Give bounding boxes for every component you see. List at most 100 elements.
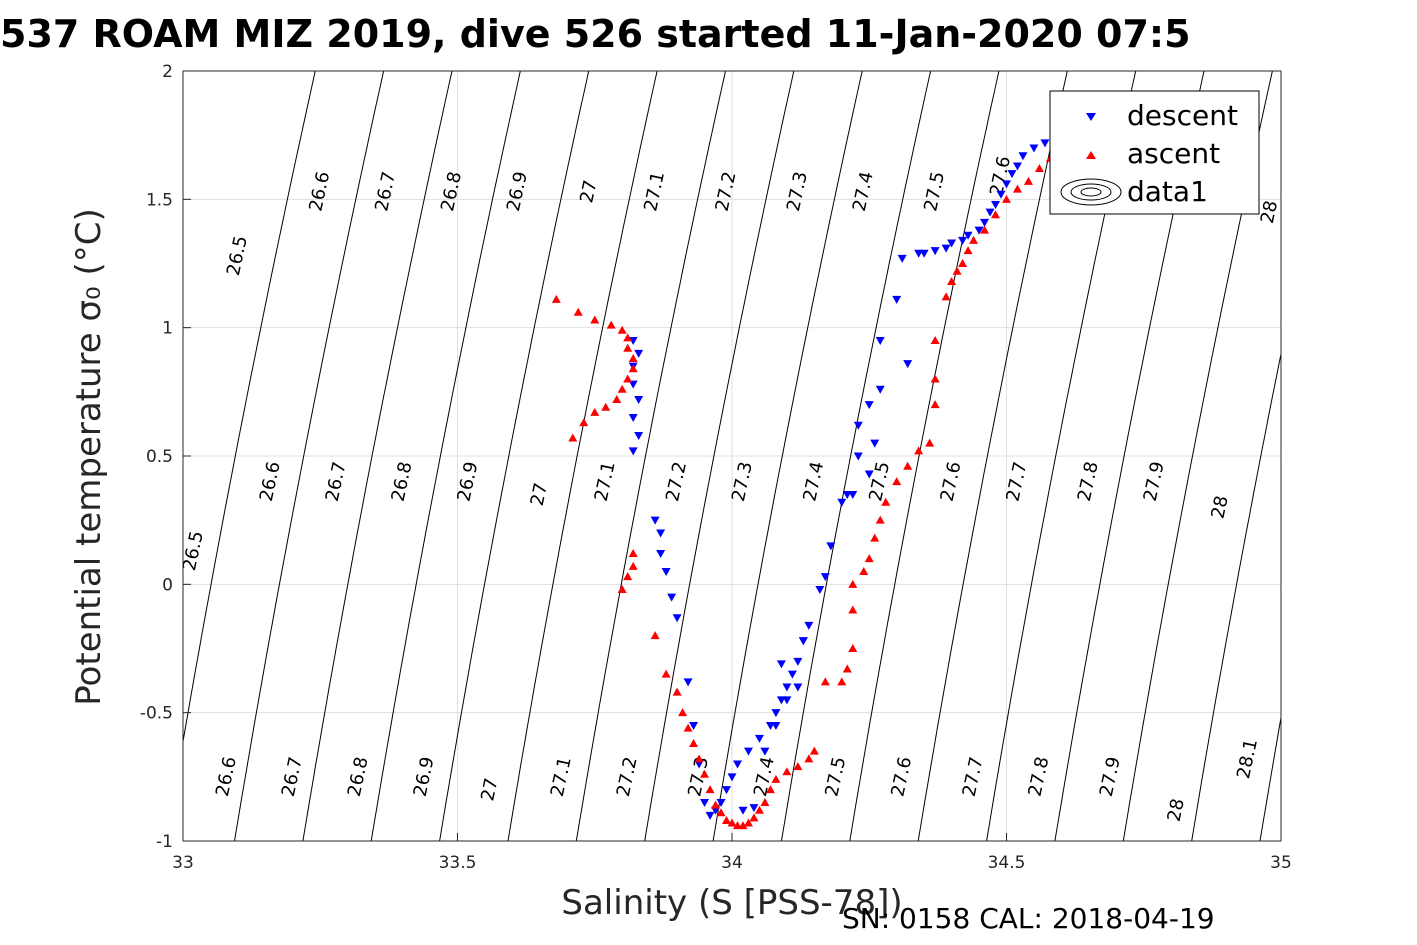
descent-point bbox=[947, 239, 957, 248]
descent-point bbox=[727, 773, 737, 782]
descent-point bbox=[897, 254, 907, 263]
ascent-point bbox=[925, 438, 935, 447]
ascent-point bbox=[765, 785, 775, 794]
descent-point bbox=[914, 249, 924, 258]
ascent-point bbox=[969, 235, 979, 244]
y-tick-label: 1 bbox=[162, 319, 173, 339]
descent-point bbox=[853, 452, 863, 461]
isopycnal-line bbox=[507, 71, 658, 841]
ascent-point bbox=[1023, 176, 1033, 185]
ascent-point bbox=[623, 374, 633, 383]
ascent-point bbox=[623, 572, 633, 581]
descent-point bbox=[732, 760, 742, 769]
descent-point bbox=[782, 683, 792, 692]
legend-contour-icon bbox=[1060, 178, 1122, 206]
ascent-point bbox=[749, 813, 759, 822]
ascent-point bbox=[617, 584, 627, 593]
ascent-point bbox=[601, 402, 611, 411]
descent-point bbox=[656, 529, 666, 538]
y-tick-label: 1.5 bbox=[146, 190, 173, 210]
x-tick-label: 33 bbox=[172, 853, 194, 873]
descent-point bbox=[694, 760, 704, 769]
ascent-point bbox=[881, 497, 891, 506]
x-tick-label: 35 bbox=[1270, 853, 1292, 873]
descent-point bbox=[892, 295, 902, 304]
descent-point bbox=[958, 236, 968, 245]
descent-point bbox=[628, 447, 638, 456]
ascent-point bbox=[892, 477, 902, 486]
descent-point bbox=[941, 244, 951, 253]
descent-point bbox=[980, 218, 990, 227]
ascent-point bbox=[903, 461, 913, 470]
descent-point bbox=[782, 696, 792, 705]
descent-point bbox=[991, 200, 1001, 209]
ascent-point bbox=[952, 266, 962, 275]
legend: descent ascent data1 bbox=[1049, 90, 1260, 215]
descent-point bbox=[672, 614, 682, 623]
descent-point bbox=[974, 226, 984, 235]
descent-point bbox=[864, 470, 874, 479]
isopycnal-line bbox=[780, 71, 932, 841]
legend-ascent-marker bbox=[1086, 151, 1096, 159]
descent-point bbox=[820, 573, 830, 582]
ascent-point bbox=[623, 333, 633, 342]
descent-point bbox=[628, 337, 638, 345]
ascent-point bbox=[672, 687, 682, 696]
descent-point bbox=[743, 747, 753, 756]
contour-label: 28 bbox=[1257, 199, 1282, 226]
isopycnal-line bbox=[575, 71, 726, 841]
x-tick-label: 34.5 bbox=[988, 853, 1026, 873]
ascent-point bbox=[930, 374, 940, 383]
ascent-point bbox=[1034, 164, 1044, 173]
legend-box bbox=[1049, 90, 1260, 215]
descent-point bbox=[903, 360, 913, 369]
descent-point bbox=[656, 550, 666, 559]
ascent-point bbox=[551, 294, 561, 303]
descent-point bbox=[842, 491, 852, 499]
ascent-point bbox=[694, 754, 704, 763]
axis-ticks: 33 33.5 34 34.5 35 -1 -0.5 0 0.5 1 1.5 2 bbox=[140, 62, 1292, 873]
ascent-point bbox=[568, 433, 578, 442]
descent-point bbox=[716, 799, 726, 807]
ascent-point bbox=[661, 669, 671, 678]
descent-point bbox=[826, 542, 836, 551]
ascent-point bbox=[628, 549, 638, 558]
y-tick-label: -0.5 bbox=[140, 704, 173, 724]
descent-point bbox=[837, 498, 847, 507]
descent-point bbox=[870, 439, 880, 448]
descent-point bbox=[771, 722, 781, 730]
descent-point bbox=[650, 516, 660, 525]
descent-point bbox=[634, 349, 644, 358]
descent-point bbox=[804, 621, 814, 630]
chart-title: 537 ROAM MIZ 2019, dive 526 started 11-J… bbox=[0, 12, 1191, 56]
descent-point bbox=[661, 568, 671, 576]
isopycnal-line bbox=[712, 71, 863, 841]
descent-point bbox=[705, 811, 715, 820]
ascent-point bbox=[930, 336, 940, 344]
ascent-point bbox=[804, 754, 814, 763]
contour-label: 27 bbox=[576, 178, 601, 205]
descent-point bbox=[683, 678, 693, 687]
ascent-point bbox=[650, 631, 660, 640]
descent-point bbox=[667, 593, 677, 602]
ascent-point bbox=[700, 769, 710, 778]
ascent-point bbox=[606, 320, 616, 329]
ascent-point bbox=[1002, 194, 1011, 203]
descent-point bbox=[1002, 180, 1011, 189]
y-tick-label: 0 bbox=[162, 575, 173, 595]
ascent-point bbox=[782, 767, 792, 776]
descent-point bbox=[787, 670, 797, 679]
descent-point bbox=[864, 401, 874, 410]
ascent-point bbox=[754, 805, 764, 814]
descent-point bbox=[815, 585, 825, 594]
descent-point bbox=[771, 709, 781, 718]
y-axis-label: Potential temperature σ₀ (°C) bbox=[69, 208, 109, 706]
x-axis-label: Salinity (S [PSS-78]) bbox=[561, 883, 902, 923]
ascent-point bbox=[573, 307, 583, 316]
ascent-point bbox=[809, 746, 819, 755]
descent-point bbox=[798, 637, 808, 646]
ascent-point bbox=[579, 418, 589, 427]
ascent-point bbox=[941, 292, 951, 301]
ascent-point bbox=[848, 644, 858, 652]
isopycnal-line bbox=[644, 71, 795, 841]
